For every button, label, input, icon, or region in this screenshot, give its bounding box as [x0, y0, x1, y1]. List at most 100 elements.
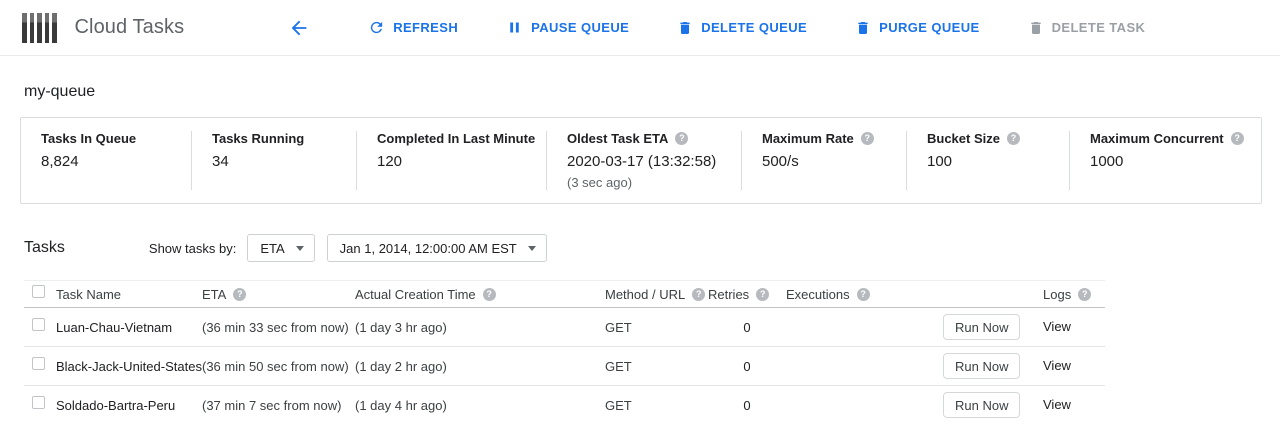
col-method-url: Method / URL	[605, 286, 686, 302]
select-all-checkbox[interactable]	[32, 285, 45, 298]
stat-oldest-task-eta: Oldest Task ETA ? 2020-03-17 (13:32:58) …	[546, 131, 741, 190]
stat-label: Tasks In Queue	[41, 131, 137, 146]
run-now-button[interactable]: Run Now	[943, 314, 1021, 340]
help-icon[interactable]: ?	[1006, 132, 1020, 145]
stat-maximum-concurrent: Maximum Concurrent ? 1000	[1069, 131, 1261, 190]
show-tasks-by-dropdown[interactable]: ETA	[247, 234, 315, 262]
col-logs: Logs	[1043, 286, 1072, 302]
col-task-name: Task Name	[56, 286, 122, 302]
col-retries: Retries	[708, 286, 750, 302]
stat-label: Bucket Size	[927, 131, 1000, 146]
refresh-icon	[371, 21, 383, 34]
refresh-label: REFRESH	[393, 20, 459, 35]
cloud-tasks-logo-icon	[22, 12, 57, 43]
pause-queue-button[interactable]: PAUSE QUEUE	[506, 19, 629, 36]
queue-toolbar: REFRESH PAUSE QUEUE DELETE QUEUE PURGE Q…	[368, 19, 1145, 36]
stat-sub-value: (3 sec ago)	[567, 175, 633, 190]
date-filter-dropdown[interactable]: Jan 1, 2014, 12:00:00 AM EST	[326, 234, 547, 262]
help-icon[interactable]: ?	[482, 287, 496, 301]
queue-name: my-queue	[24, 83, 96, 100]
purge-queue-label: PURGE QUEUE	[879, 20, 980, 35]
help-icon[interactable]: ?	[1078, 287, 1092, 301]
retries-cell: 0	[743, 358, 751, 374]
help-icon[interactable]: ?	[233, 287, 247, 301]
help-icon[interactable]: ?	[692, 287, 706, 301]
delete-queue-button[interactable]: DELETE QUEUE	[677, 20, 807, 36]
app-bar: Cloud Tasks REFRESH PAUSE QUEUE DELETE Q…	[0, 0, 1280, 56]
method-cell: GET	[605, 397, 632, 413]
view-logs-link[interactable]: View	[1043, 397, 1071, 412]
view-logs-link[interactable]: View	[1043, 358, 1071, 373]
stat-bucket-size: Bucket Size ? 100	[906, 131, 1069, 190]
task-table: Task Name ETA ? Actual Creation Time ? M…	[24, 280, 1105, 424]
stat-label: Completed In Last Minute	[377, 131, 536, 146]
delete-queue-label: DELETE QUEUE	[701, 20, 808, 35]
table-row: Luan-Chau-Vietnam (36 min 33 sec from no…	[24, 308, 1105, 347]
task-name-cell: Black-Jack-United-States	[56, 358, 202, 374]
table-header-row: Task Name ETA ? Actual Creation Time ? M…	[24, 280, 1105, 308]
method-cell: GET	[605, 358, 632, 374]
stat-value: 100	[927, 153, 953, 170]
tasks-section-title: Tasks	[24, 239, 65, 256]
eta-cell: (36 min 50 sec from now)	[202, 358, 349, 374]
tasks-bar: Tasks Show tasks by: ETA Jan 1, 2014, 12…	[24, 234, 1280, 262]
stat-maximum-rate: Maximum Rate ? 500/s	[741, 131, 906, 190]
stat-label: Tasks Running	[212, 131, 305, 146]
table-row: Soldado-Bartra-Peru (37 min 7 sec from n…	[24, 386, 1105, 424]
creation-time-cell: (1 day 3 hr ago)	[355, 319, 447, 335]
col-executions: Executions	[786, 286, 850, 302]
stat-tasks-in-queue: Tasks In Queue 8,824	[21, 131, 191, 190]
pause-icon	[510, 22, 519, 33]
eta-cell: (36 min 33 sec from now)	[202, 319, 349, 335]
chevron-down-icon	[295, 245, 304, 251]
method-cell: GET	[605, 319, 632, 335]
trash-icon	[1030, 21, 1041, 34]
stat-value: 1000	[1090, 153, 1124, 170]
delete-task-label: DELETE TASK	[1051, 20, 1146, 35]
purge-queue-button[interactable]: PURGE QUEUE	[855, 20, 979, 36]
stat-label: Maximum Concurrent	[1090, 131, 1224, 146]
stat-value: 120	[377, 153, 403, 170]
row-checkbox[interactable]	[32, 396, 45, 409]
col-creation-time: Actual Creation Time	[355, 286, 476, 302]
stat-completed-last-minute: Completed In Last Minute 120	[356, 131, 546, 190]
stat-label: Maximum Rate	[762, 131, 854, 146]
creation-time-cell: (1 day 2 hr ago)	[355, 358, 447, 374]
stat-value: 500/s	[762, 153, 799, 170]
delete-task-button: DELETE TASK	[1028, 20, 1146, 36]
task-name-cell: Soldado-Bartra-Peru	[56, 397, 176, 413]
help-icon[interactable]: ?	[675, 132, 689, 145]
queue-stats-card: Tasks In Queue 8,824 Tasks Running 34 Co…	[20, 117, 1262, 204]
back-button[interactable]	[286, 15, 312, 41]
col-eta: ETA	[202, 286, 227, 302]
row-checkbox[interactable]	[32, 357, 45, 370]
retries-cell: 0	[743, 319, 751, 335]
run-now-button[interactable]: Run Now	[943, 353, 1021, 379]
arrow-back-icon	[291, 20, 307, 35]
page-title: Cloud Tasks	[74, 16, 185, 38]
task-name-cell: Luan-Chau-Vietnam	[56, 319, 173, 335]
help-icon[interactable]: ?	[860, 132, 874, 145]
view-logs-link[interactable]: View	[1043, 319, 1071, 334]
help-icon[interactable]: ?	[756, 287, 770, 301]
stat-value: 34	[212, 153, 229, 170]
run-now-button[interactable]: Run Now	[943, 392, 1021, 418]
pause-queue-label: PAUSE QUEUE	[531, 20, 630, 35]
table-row: Black-Jack-United-States (36 min 50 sec …	[24, 347, 1105, 386]
refresh-button[interactable]: REFRESH	[368, 19, 458, 36]
show-tasks-by-value: ETA	[260, 240, 285, 256]
help-icon[interactable]: ?	[856, 287, 870, 301]
date-filter-value: Jan 1, 2014, 12:00:00 AM EST	[339, 240, 517, 256]
chevron-down-icon	[527, 245, 536, 251]
stat-tasks-running: Tasks Running 34	[191, 131, 356, 190]
retries-cell: 0	[743, 397, 751, 413]
trash-icon	[680, 21, 690, 34]
stat-label: Oldest Task ETA	[567, 131, 669, 146]
help-icon[interactable]: ?	[1230, 132, 1244, 145]
stat-value: 2020-03-17 (13:32:58)	[567, 153, 717, 170]
eta-cell: (37 min 7 sec from now)	[202, 397, 342, 413]
trash-icon	[858, 21, 868, 34]
creation-time-cell: (1 day 4 hr ago)	[355, 397, 447, 413]
row-checkbox[interactable]	[32, 318, 45, 331]
show-tasks-by-label: Show tasks by:	[148, 240, 237, 256]
